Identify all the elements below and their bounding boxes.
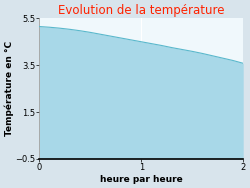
X-axis label: heure par heure: heure par heure — [100, 175, 183, 184]
Y-axis label: Température en °C: Température en °C — [4, 41, 14, 136]
Title: Evolution de la température: Evolution de la température — [58, 4, 224, 17]
